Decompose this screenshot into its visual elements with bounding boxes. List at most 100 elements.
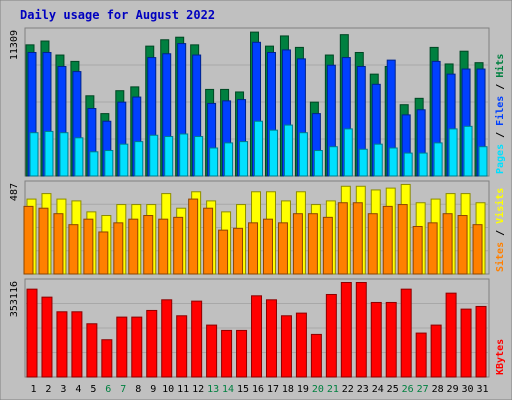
day-label: 9 bbox=[150, 384, 156, 395]
day-label: 29 bbox=[447, 384, 459, 395]
kbytes-bar bbox=[146, 309, 158, 378]
kbytes-bar bbox=[400, 288, 412, 378]
legend: Sites / Visits bbox=[494, 188, 506, 272]
day-label: 7 bbox=[120, 384, 126, 395]
kbytes-bar bbox=[116, 316, 128, 378]
pages-bar bbox=[298, 132, 308, 177]
kbytes-bar bbox=[86, 323, 98, 378]
sites-bar bbox=[457, 215, 468, 275]
sites-bar bbox=[337, 202, 348, 275]
kbytes-bar bbox=[221, 329, 233, 378]
day-label: 11 bbox=[177, 384, 189, 395]
legend: Pages / Files / Hits bbox=[494, 54, 506, 174]
legend-separator: / bbox=[495, 78, 506, 96]
kbytes-bar bbox=[475, 305, 487, 378]
day-label: 3 bbox=[60, 384, 66, 395]
legend-item-files: Files bbox=[494, 96, 506, 126]
sites-bar bbox=[113, 222, 124, 275]
sites-bar bbox=[128, 218, 139, 275]
legend-item-pages: Pages bbox=[495, 144, 506, 174]
day-label: 28 bbox=[432, 384, 444, 395]
day-label: 4 bbox=[75, 384, 81, 395]
y-max-label: 11309 bbox=[9, 30, 20, 60]
kbytes-bar bbox=[385, 301, 397, 378]
day-label: 24 bbox=[372, 384, 384, 395]
kbytes-bar bbox=[355, 281, 367, 378]
day-label: 5 bbox=[90, 384, 96, 395]
pages-bar bbox=[418, 152, 428, 177]
kbytes-bar bbox=[295, 312, 307, 378]
legend-separator: / bbox=[495, 224, 506, 242]
visits-sites-panel: 487 Sites / Visits bbox=[9, 180, 506, 275]
pages-bar bbox=[134, 141, 144, 177]
pages-bar bbox=[59, 132, 69, 177]
sites-bar bbox=[472, 224, 483, 275]
pages-bar bbox=[194, 136, 204, 177]
pages-bar bbox=[224, 142, 234, 177]
kbytes-bar bbox=[26, 288, 38, 378]
sites-bar bbox=[442, 213, 453, 275]
day-label: 18 bbox=[282, 384, 294, 395]
sites-bar bbox=[68, 224, 79, 275]
sites-bar bbox=[38, 207, 49, 275]
kbytes-bar bbox=[370, 301, 382, 378]
sites-bar bbox=[248, 222, 259, 275]
sites-bar bbox=[23, 205, 34, 275]
pages-bar bbox=[448, 128, 458, 177]
kbytes-bar bbox=[430, 324, 442, 378]
pages-bar bbox=[74, 137, 84, 177]
day-label: 13 bbox=[207, 384, 219, 395]
pages-bar bbox=[164, 136, 174, 177]
sites-bar bbox=[173, 216, 184, 275]
sites-bar bbox=[188, 198, 199, 275]
legend-item-hits: Hits bbox=[494, 54, 506, 78]
day-label: 26 bbox=[402, 384, 414, 395]
sites-bar bbox=[427, 222, 438, 275]
kbytes-bar bbox=[176, 315, 188, 378]
sites-bar bbox=[262, 218, 273, 275]
kbytes-bar bbox=[131, 316, 143, 378]
day-label: 2 bbox=[45, 384, 51, 395]
pages-bar bbox=[268, 129, 278, 177]
chart-title: Daily usage for August 2022 bbox=[20, 8, 215, 22]
kbytes-bar bbox=[41, 296, 53, 378]
sites-bar bbox=[233, 227, 244, 275]
pages-bar bbox=[388, 147, 398, 177]
pages-bar bbox=[433, 142, 443, 177]
kbytes-bar bbox=[251, 295, 263, 378]
pages-bar bbox=[104, 150, 114, 177]
pages-bar bbox=[179, 133, 189, 177]
sites-bar bbox=[277, 222, 288, 275]
day-label: 8 bbox=[135, 384, 141, 395]
pages-bar bbox=[358, 148, 368, 177]
sites-bar bbox=[412, 225, 423, 275]
y-max-label: 487 bbox=[9, 183, 20, 201]
legend-separator: / bbox=[495, 126, 506, 144]
kbytes-bar bbox=[340, 281, 352, 378]
day-label: 31 bbox=[476, 384, 488, 395]
kbytes-bar bbox=[71, 311, 83, 378]
day-label: 22 bbox=[342, 384, 354, 395]
kbytes-bar bbox=[325, 293, 337, 378]
kbytes-bar bbox=[460, 308, 472, 378]
legend-item-kbytes: KBytes bbox=[495, 339, 506, 375]
legend-item-sites: Sites bbox=[494, 242, 506, 272]
kbytes-bar bbox=[161, 299, 173, 378]
y-max-label: 353116 bbox=[9, 281, 20, 317]
day-label: 20 bbox=[312, 384, 324, 395]
kbytes-bar bbox=[415, 332, 427, 378]
sites-bar bbox=[143, 215, 154, 275]
kbytes-bar bbox=[310, 333, 322, 378]
day-label: 25 bbox=[387, 384, 399, 395]
sites-bar bbox=[367, 213, 378, 275]
day-label: 27 bbox=[417, 384, 429, 395]
day-label: 17 bbox=[267, 384, 279, 395]
kbytes-bar bbox=[56, 311, 68, 378]
kbytes-bar bbox=[191, 300, 203, 378]
sites-bar bbox=[158, 218, 169, 275]
sites-bar bbox=[83, 218, 94, 275]
pages-bar bbox=[463, 125, 473, 177]
pages-bar bbox=[283, 124, 293, 177]
